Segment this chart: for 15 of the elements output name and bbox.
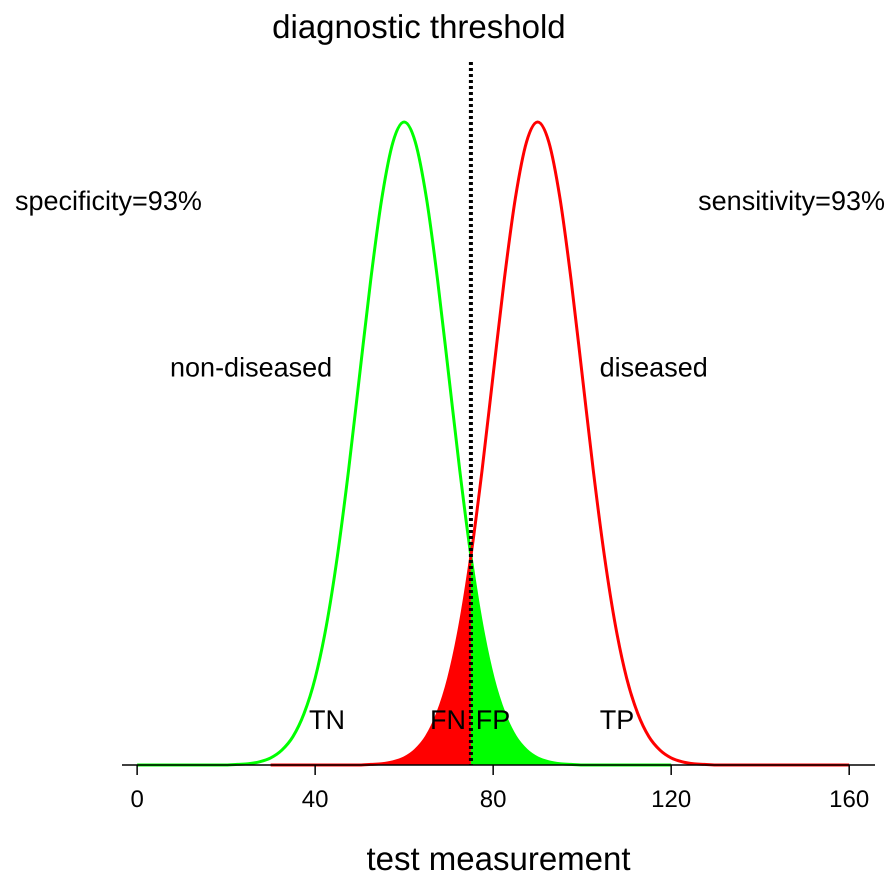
series-label: diseased [600, 352, 708, 382]
x-tick-label: 160 [829, 786, 870, 813]
annotation: specificity=93% [15, 186, 202, 216]
annotation: TN [309, 705, 345, 735]
x-axis-title: test measurement [366, 840, 631, 877]
x-tick-label: 120 [651, 786, 692, 813]
annotation: sensitivity=93% [698, 186, 885, 216]
annotation: FP [476, 705, 510, 735]
series-label: non-diseased [170, 352, 332, 382]
x-tick-label: 0 [130, 786, 144, 813]
x-tick-label: 40 [302, 786, 328, 813]
annotation: TP [600, 705, 634, 735]
ref-line-label: diagnostic threshold [272, 8, 566, 45]
x-tick-label: 80 [480, 786, 507, 813]
annotation: FN [430, 705, 466, 735]
